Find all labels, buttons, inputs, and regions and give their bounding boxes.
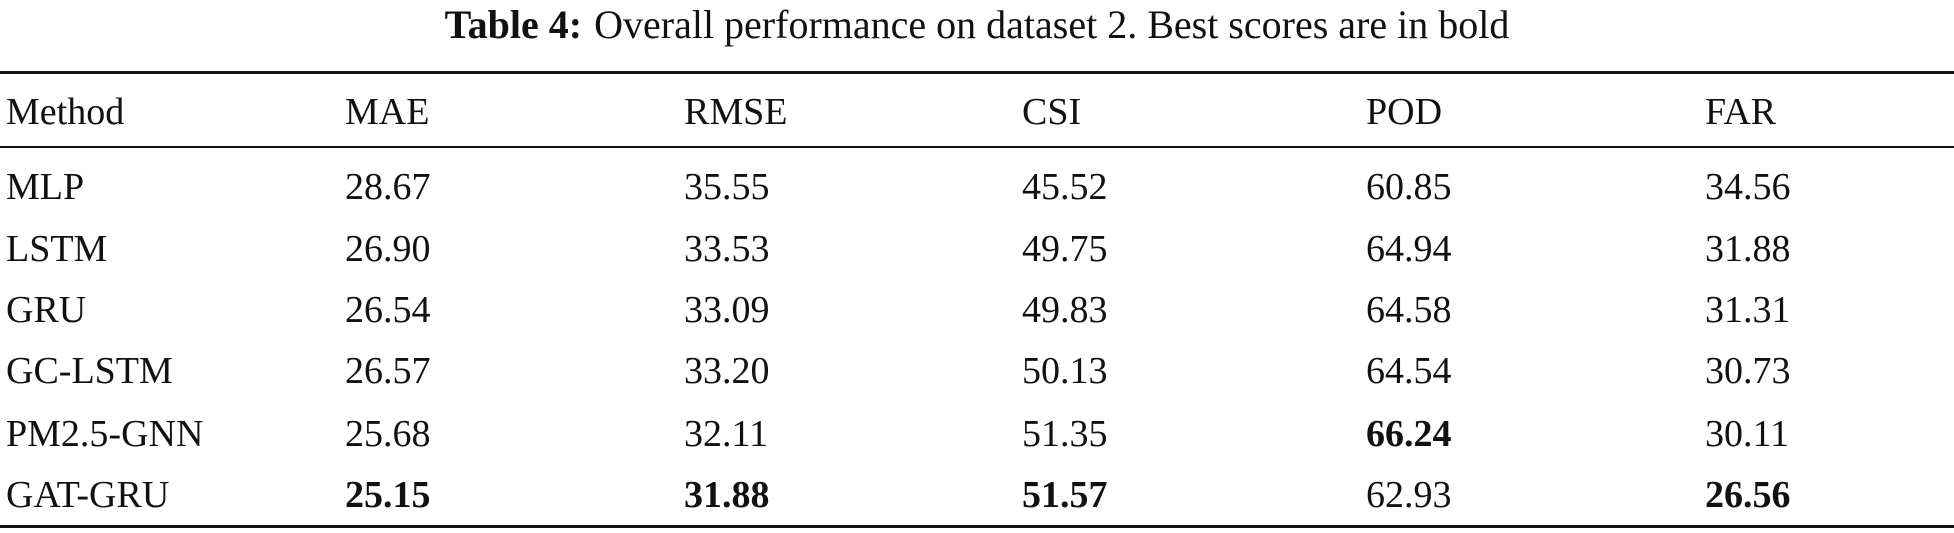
score-cell: 60.85 [1366,166,1452,208]
score-cell: 31.31 [1705,289,1791,331]
caption-label: Table 4: [444,2,583,47]
score-cell: 26.56 [1705,474,1791,516]
score-cell: 50.13 [1022,350,1108,392]
caption-text: Overall performance on dataset 2. Best s… [594,2,1510,47]
score-cell: 51.35 [1022,413,1108,455]
header-cell: FAR [1705,91,1777,133]
method-cell: MLP [6,166,85,208]
score-cell: 45.52 [1022,166,1108,208]
score-cell: 31.88 [684,474,770,516]
score-cell: 28.67 [345,166,431,208]
method-cell: GAT-GRU [6,474,170,516]
score-cell: 30.11 [1705,413,1790,455]
score-cell: 34.56 [1705,166,1791,208]
header-cell: RMSE [684,91,788,133]
method-cell: GC-LSTM [6,350,173,392]
header-cell: MAE [345,91,430,133]
score-cell: 31.88 [1705,228,1791,270]
score-cell: 32.11 [684,413,769,455]
score-cell: 64.94 [1366,228,1452,270]
score-cell: 25.68 [345,413,431,455]
score-cell: 33.53 [684,228,770,270]
score-cell: 33.20 [684,350,770,392]
score-cell: 62.93 [1366,474,1452,516]
header-cell: CSI [1022,91,1082,133]
bottom-rule [0,525,1954,528]
method-cell: PM2.5-GNN [6,413,204,455]
score-cell: 64.54 [1366,350,1452,392]
method-cell: LSTM [6,228,108,270]
score-cell: 64.58 [1366,289,1452,331]
score-cell: 26.54 [345,289,431,331]
score-cell: 30.73 [1705,350,1791,392]
score-cell: 26.90 [345,228,431,270]
score-cell: 33.09 [684,289,770,331]
score-cell: 35.55 [684,166,770,208]
header-cell: Method [6,91,125,133]
method-cell: GRU [6,289,87,331]
score-cell: 49.83 [1022,289,1108,331]
score-cell: 51.57 [1022,474,1108,516]
header-cell: POD [1366,91,1443,133]
score-cell: 49.75 [1022,228,1108,270]
top-rule [0,71,1954,74]
score-cell: 66.24 [1366,413,1452,455]
score-cell: 26.57 [345,350,431,392]
caption: Table 4: Overall performance on dataset 2… [0,2,1954,48]
mid-rule [0,146,1954,148]
score-cell: 25.15 [345,474,431,516]
